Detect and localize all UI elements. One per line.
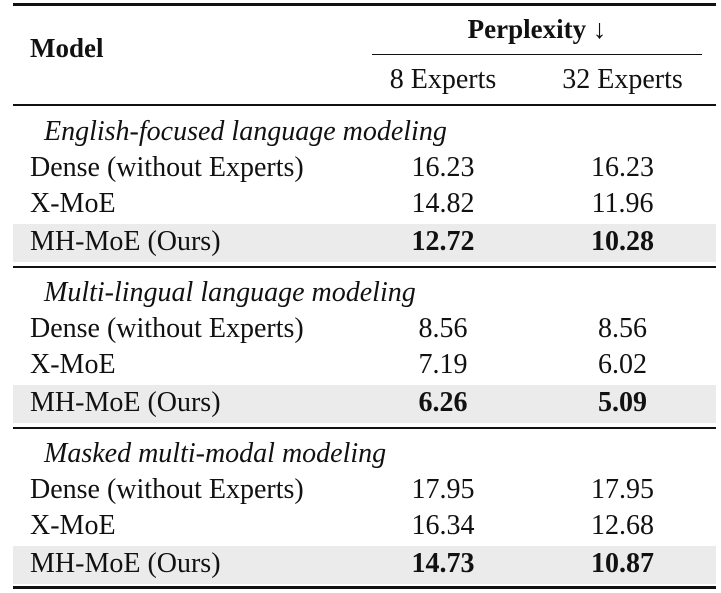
value-8-experts: 16.34 [411,510,475,541]
perplexity-cmidrule [372,54,702,55]
model-name: X-MoE [30,349,116,380]
group-separator-rule [13,266,716,268]
model-name: X-MoE [30,188,116,219]
model-column-header: Model [30,33,104,63]
section-title: Multi-lingual language modeling [44,277,416,308]
value-8-experts: 17.95 [411,474,475,505]
model-name: Dense (without Experts) [30,474,304,505]
value-8-experts: 8.56 [418,313,468,344]
model-name: MH-MoE (Ours) [30,226,221,257]
model-name: Dense (without Experts) [30,152,304,183]
column-header-8-experts: 8 Experts [389,64,497,95]
value-8-experts: 14.73 [411,548,475,579]
model-name: MH-MoE (Ours) [30,548,221,579]
value-8-experts: 6.26 [418,387,468,418]
section-title: English-focused language modeling [44,116,447,147]
model-name: X-MoE [30,510,116,541]
value-32-experts: 12.68 [591,510,654,541]
group-separator-rule [13,427,716,429]
top-rule [13,3,716,6]
value-32-experts: 11.96 [591,188,654,219]
column-header-32-experts: 32 Experts [562,64,683,95]
value-32-experts: 16.23 [591,152,654,183]
highlight-row-band [13,224,716,262]
model-name: MH-MoE (Ours) [30,387,221,418]
value-8-experts: 14.82 [411,188,475,219]
highlight-row-band [13,385,716,423]
value-32-experts: 6.02 [598,349,647,380]
bottom-rule [13,586,716,589]
perplexity-header: Perplexity ↓ [467,14,607,44]
section-title: Masked multi-modal modeling [44,438,387,469]
header-rule [13,104,716,106]
value-32-experts: 5.09 [598,387,647,418]
value-8-experts: 16.23 [411,152,475,183]
value-32-experts: 17.95 [591,474,654,505]
value-32-experts: 10.87 [591,548,654,579]
value-32-experts: 10.28 [591,226,654,257]
highlight-row-band [13,546,716,584]
value-8-experts: 7.19 [418,349,468,380]
model-name: Dense (without Experts) [30,313,304,344]
value-32-experts: 8.56 [598,313,647,344]
value-8-experts: 12.72 [411,226,475,257]
